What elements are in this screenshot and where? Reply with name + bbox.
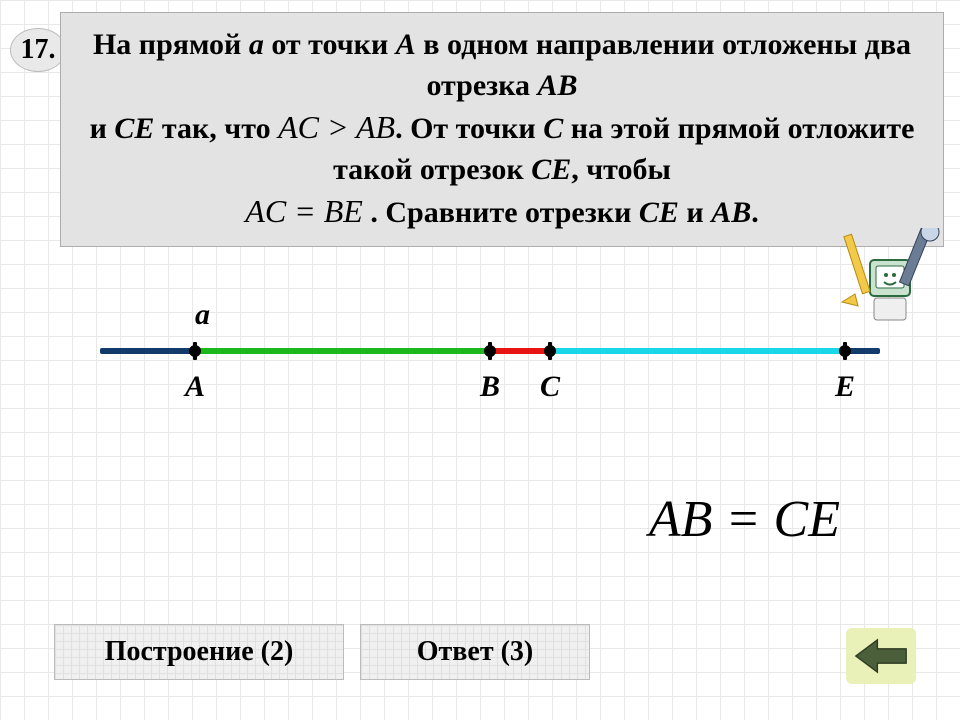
point-c (544, 345, 556, 357)
t: C (543, 112, 563, 145)
problem-text-box: На прямой a от точки A в одном направлен… (60, 12, 944, 247)
label-a: A (185, 370, 205, 404)
t: a (249, 28, 264, 61)
label-b: B (480, 370, 500, 404)
line-label-a: a (195, 298, 210, 332)
t: в одном направлении отложены два отрезка (416, 28, 911, 102)
t: . Сравните отрезки (363, 196, 639, 229)
t: и (90, 112, 115, 145)
t: от точки (264, 28, 396, 61)
point-e (839, 345, 851, 357)
answer-button[interactable]: Ответ (3) (360, 624, 590, 680)
problem-number-badge: 17. (10, 28, 66, 72)
t: . (751, 196, 759, 229)
t: и (679, 196, 711, 229)
nav-back-button[interactable] (846, 628, 916, 684)
t: так, что (154, 112, 278, 145)
formula-ac-eq-be: AC = BE (245, 193, 363, 229)
t: AB (711, 196, 751, 229)
t: CE (639, 196, 679, 229)
problem-number: 17. (21, 34, 56, 66)
label-c: C (540, 370, 560, 404)
t: , чтобы (571, 153, 671, 186)
formula-ac-gt-ab: AC > AB (278, 109, 395, 145)
seg-bc (490, 348, 550, 354)
seg-ce (550, 348, 845, 354)
t: CE (531, 153, 571, 186)
construction-button-label: Построение (2) (105, 636, 294, 668)
answer-formula: AB = CE (649, 490, 840, 549)
point-b (484, 345, 496, 357)
seg-left (100, 348, 195, 354)
point-a (189, 345, 201, 357)
t: На прямой (93, 28, 249, 61)
t: AB (538, 69, 578, 102)
t: . От точки (395, 112, 543, 145)
t: CE (114, 112, 154, 145)
answer-button-label: Ответ (3) (417, 636, 533, 668)
number-line-diagram: a A B C E (100, 300, 880, 420)
arrow-left-icon (854, 636, 908, 676)
t: A (396, 28, 416, 61)
seg-ab (195, 348, 490, 354)
label-e: E (835, 370, 855, 404)
construction-button[interactable]: Построение (2) (54, 624, 344, 680)
